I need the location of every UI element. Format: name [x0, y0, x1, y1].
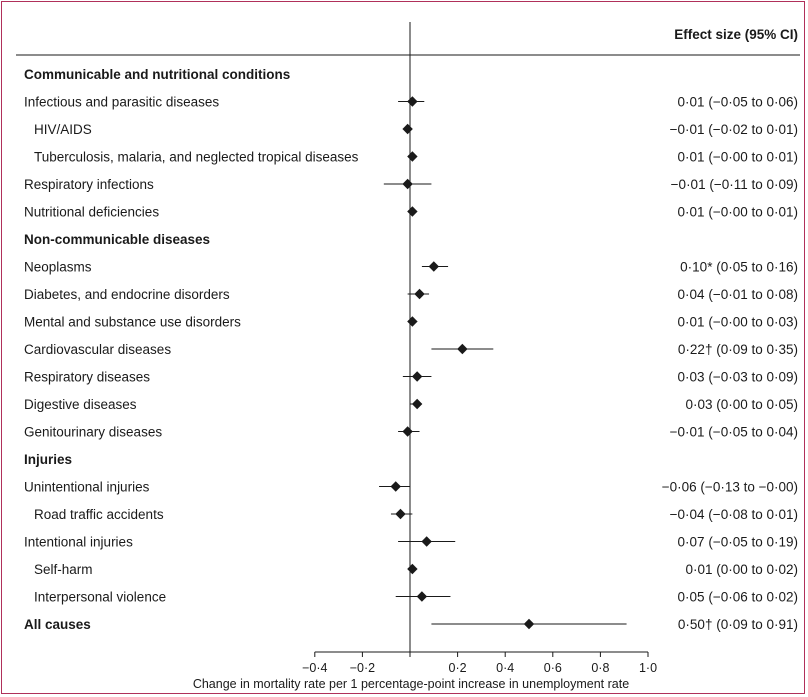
effect-size-value: −0·01 (−0·11 to 0·09) — [671, 177, 798, 192]
row-label: Self-harm — [34, 562, 93, 577]
point-estimate-diamond — [411, 398, 423, 410]
row-label: Infectious and parasitic diseases — [24, 95, 219, 110]
effect-size-value: −0·06 (−0·13 to −0·00) — [662, 480, 798, 495]
row-label: HIV/AIDS — [34, 122, 92, 137]
point-estimate-diamond — [395, 508, 406, 520]
point-estimate-diamond — [390, 481, 401, 492]
x-tick-label: 0·4 — [496, 661, 514, 675]
effect-size-value: 0·01 (−0·00 to 0·01) — [678, 205, 798, 220]
effect-size-value: −0·01 (−0·05 to 0·04) — [670, 425, 798, 440]
effect-size-value: 0·22† (0·09 to 0·35) — [678, 342, 798, 357]
point-estimate-diamond — [402, 178, 413, 190]
row-label: All causes — [24, 617, 91, 632]
effect-size-value: 0·05 (−0·06 to 0·02) — [678, 590, 798, 605]
point-estimate-diamond — [407, 96, 418, 107]
row-label: Nutritional deficiencies — [24, 205, 159, 220]
effect-size-value: 0·03 (0·00 to 0·05) — [685, 397, 798, 412]
effect-size-value: 0·03 (−0·03 to 0·09) — [678, 370, 798, 385]
row-label: Diabetes, and endocrine disorders — [24, 287, 230, 302]
x-axis-label: Change in mortality rate per 1 percentag… — [193, 677, 629, 691]
effect-size-value: 0·01 (−0·05 to 0·06) — [678, 95, 798, 110]
row-label: Neoplasms — [24, 260, 92, 275]
x-tick-label: −0·2 — [350, 661, 375, 675]
x-tick-label: −0·4 — [302, 661, 327, 675]
effect-size-value: −0·01 (−0·02 to 0·01) — [670, 122, 798, 137]
effect-size-value: 0·50† (0·09 to 0·91) — [678, 617, 798, 632]
point-estimate-diamond — [414, 288, 425, 300]
row-label: Digestive diseases — [24, 397, 137, 412]
row-label: Respiratory diseases — [24, 370, 150, 385]
point-estimate-diamond — [428, 261, 439, 272]
section-label: Communicable and nutritional conditions — [24, 67, 290, 82]
row-label: Mental and substance use disorders — [24, 315, 241, 330]
x-tick-label: 1·0 — [639, 661, 657, 675]
row-label: Genitourinary diseases — [24, 425, 162, 440]
effect-size-value: −0·04 (−0·08 to 0·01) — [670, 507, 798, 522]
point-estimate-diamond — [457, 343, 468, 355]
point-estimate-diamond — [407, 206, 418, 217]
row-label: Unintentional injuries — [24, 480, 150, 495]
row-label: Cardiovascular diseases — [24, 342, 171, 357]
row-label: Respiratory infections — [24, 177, 154, 192]
effect-size-value: 0·10* (0·05 to 0·16) — [680, 260, 798, 275]
x-tick-label: 0·8 — [591, 661, 609, 675]
effect-size-value: 0·01 (−0·00 to 0·01) — [678, 150, 798, 165]
effect-size-header: Effect size (95% CI) — [674, 27, 798, 42]
point-estimate-diamond — [402, 123, 413, 135]
row-label: Road traffic accidents — [34, 507, 164, 522]
section-label: Non-communicable diseases — [24, 232, 210, 247]
x-tick-label: 0·2 — [449, 661, 467, 675]
point-estimate-diamond — [523, 618, 535, 630]
point-estimate-diamond — [407, 151, 418, 162]
point-estimate-diamond — [411, 371, 423, 382]
point-estimate-diamond — [416, 591, 428, 602]
x-tick-label: 0·6 — [544, 661, 562, 675]
section-label: Injuries — [24, 452, 72, 467]
effect-size-value: 0·01 (0·00 to 0·02) — [685, 562, 798, 577]
effect-size-value: 0·01 (−0·00 to 0·03) — [678, 315, 798, 330]
row-label: Interpersonal violence — [34, 590, 166, 605]
point-estimate-diamond — [421, 536, 432, 547]
point-estimate-diamond — [407, 563, 418, 575]
point-estimate-diamond — [402, 426, 413, 437]
row-label: Intentional injuries — [24, 535, 133, 550]
effect-size-value: 0·04 (−0·01 to 0·08) — [678, 287, 798, 302]
row-label: Tuberculosis, malaria, and neglected tro… — [34, 150, 359, 165]
effect-size-value: 0·07 (−0·05 to 0·19) — [678, 535, 798, 550]
point-estimate-diamond — [407, 316, 418, 327]
